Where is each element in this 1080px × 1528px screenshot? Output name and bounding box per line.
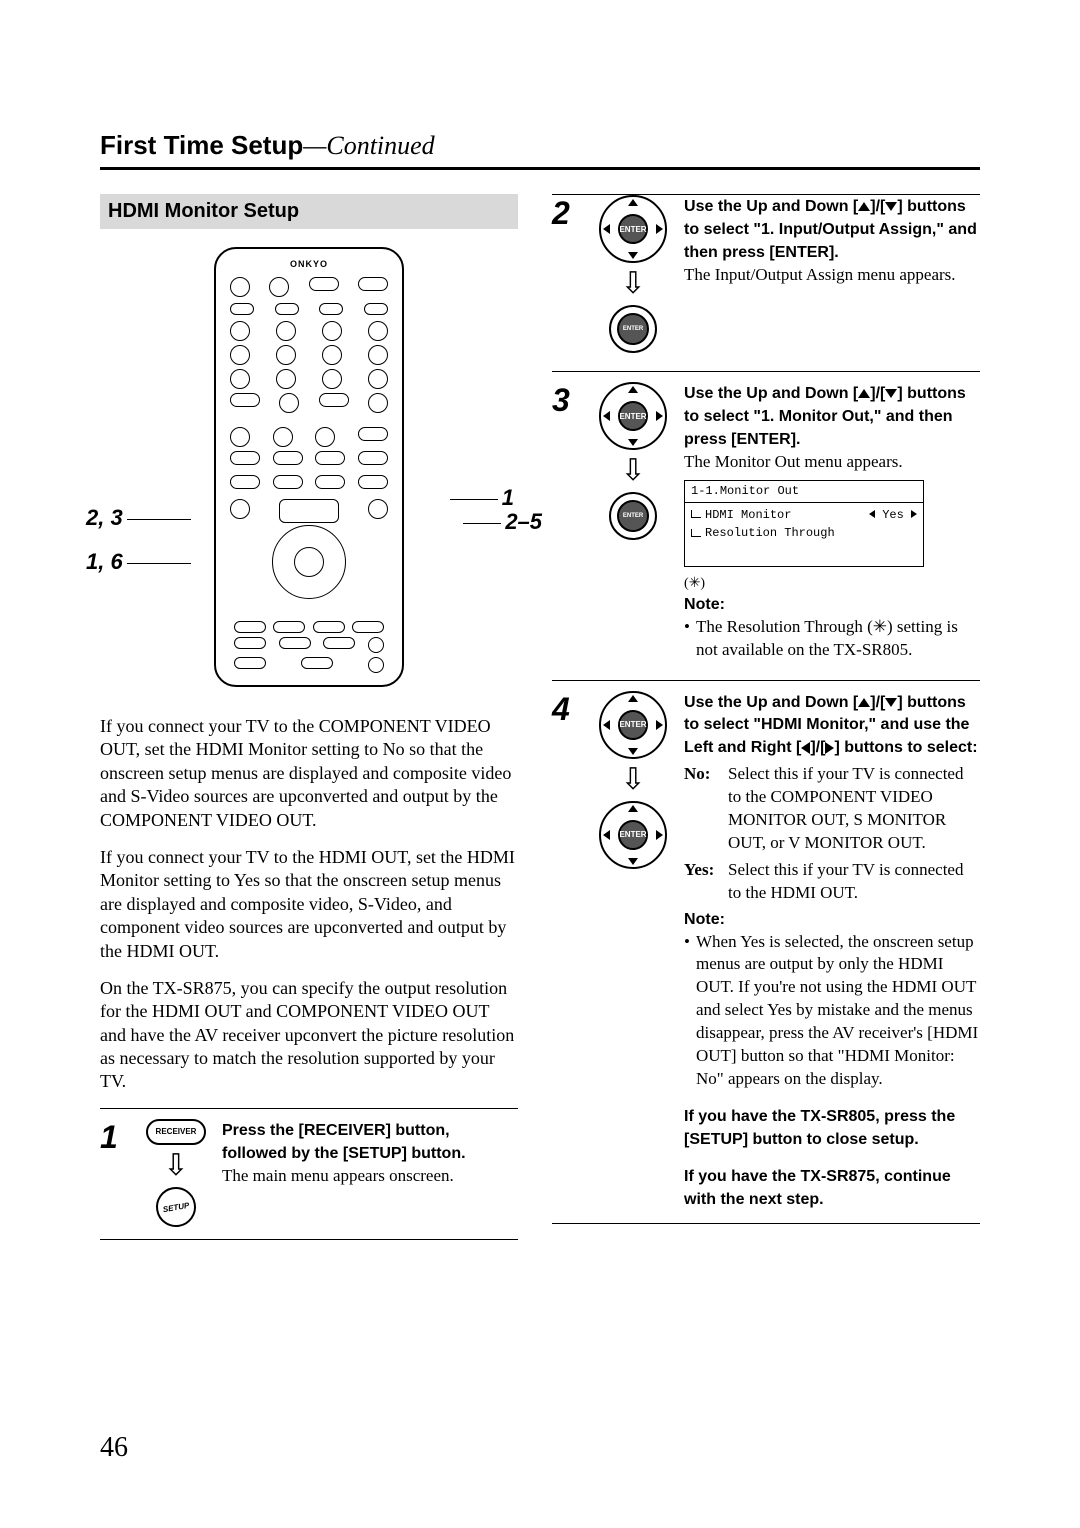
dpad-icon: ENTER — [599, 801, 667, 869]
step-1-number: 1 — [100, 1119, 130, 1227]
callout-text: 2–5 — [505, 509, 542, 534]
option-yes-text: Select this if your TV is connected to t… — [728, 859, 980, 905]
down-arrow-icon: ⇩ — [163, 1151, 188, 1181]
step-4-note-label: Note: — [684, 909, 980, 931]
step-2-text: The Input/Output Assign menu appears. — [684, 264, 980, 287]
step-1: 1 RECEIVER ⇩ SETUP Press the [RECEIVER] … — [100, 1108, 518, 1240]
step-3-note: The Resolution Through (✳) setting is no… — [684, 616, 980, 662]
section-heading: HDMI Monitor Setup — [100, 194, 518, 229]
step-1-body: Press the [RECEIVER] button, followed by… — [222, 1119, 518, 1227]
osd-title: 1-1.Monitor Out — [685, 481, 923, 503]
step-3-illustration: ENTER ⇩ — [596, 382, 670, 662]
callout-text: 1, 6 — [86, 549, 123, 574]
osd-row-hdmi: HDMI Monitor Yes — [691, 507, 917, 524]
step-4-body: Use the Up and Down []/[] buttons to sel… — [684, 691, 980, 1211]
dpad-icon: ENTER — [599, 691, 667, 759]
step-4-closing-b: If you have the TX-SR875, continue with … — [684, 1168, 951, 1208]
callout-1: 1 — [446, 485, 514, 511]
columns: HDMI Monitor Setup 2, 3 1, 6 1 2–5 ONKYO — [100, 194, 980, 1242]
down-arrow-icon: ⇩ — [620, 456, 645, 486]
step-3-text: The Monitor Out menu appears. — [684, 451, 980, 474]
setup-button-icon: SETUP — [153, 1184, 199, 1230]
step-3: 3 ENTER ⇩ Use the Up and Down []/[] butt… — [552, 371, 980, 662]
osd-row2-label: Resolution Through — [705, 525, 835, 542]
right-column: 2 ENTER ⇩ Use the Up and Down []/[] butt… — [552, 194, 980, 1242]
remote-brand: ONKYO — [216, 259, 402, 269]
callout-text: 2, 3 — [86, 505, 123, 530]
enter-label: ENTER — [618, 820, 648, 850]
page-title: First Time Setup—Continued — [100, 130, 435, 160]
osd-row1-value: Yes — [869, 507, 917, 524]
option-no-label: No: — [684, 763, 722, 855]
step-4-illustration: ENTER ⇩ ENTER — [596, 691, 670, 1211]
callout-2-3: 2, 3 — [86, 505, 195, 531]
osd-row-resolution: Resolution Through — [691, 525, 917, 542]
step-3-body: Use the Up and Down []/[] buttons to sel… — [684, 382, 980, 662]
callout-text: 1 — [502, 485, 514, 510]
down-arrow-icon: ⇩ — [620, 269, 645, 299]
option-yes-label: Yes: — [684, 859, 722, 905]
step-3-bold: Use the Up and Down []/[] buttons to sel… — [684, 385, 966, 448]
option-no: No: Select this if your TV is connected … — [684, 763, 980, 855]
option-yes: Yes: Select this if your TV is connected… — [684, 859, 980, 905]
step-2-bold: Use the Up and Down []/[] buttons to sel… — [684, 198, 977, 261]
enter-label: ENTER — [618, 401, 648, 431]
osd-monitor-out: 1-1.Monitor Out HDMI Monitor Yes Resolut… — [684, 480, 924, 567]
left-column: HDMI Monitor Setup 2, 3 1, 6 1 2–5 ONKYO — [100, 194, 518, 1242]
step-3-note-label: Note: — [684, 594, 980, 616]
step-2-body: Use the Up and Down []/[] buttons to sel… — [684, 195, 980, 353]
remote-control-icon: ONKYO — [214, 247, 404, 687]
osd-row1-label: HDMI Monitor — [705, 507, 791, 524]
left-para-1: If you connect your TV to the COMPONENT … — [100, 715, 518, 832]
step-2: 2 ENTER ⇩ Use the Up and Down []/[] butt… — [552, 194, 980, 353]
header-suffix: —Continued — [303, 131, 434, 160]
enter-button-icon — [609, 305, 657, 353]
step-4-number: 4 — [552, 691, 582, 1211]
callout-1-6: 1, 6 — [86, 549, 195, 575]
step-3-number: 3 — [552, 382, 582, 662]
enter-label: ENTER — [618, 710, 648, 740]
step-1-bold: Press the [RECEIVER] button, followed by… — [222, 1122, 466, 1162]
options-list: No: Select this if your TV is connected … — [684, 763, 980, 905]
osd-rows: HDMI Monitor Yes Resolution Through — [685, 503, 923, 567]
page-header: First Time Setup—Continued — [100, 130, 980, 170]
step-4-note: When Yes is selected, the onscreen setup… — [684, 931, 980, 1092]
dpad-icon: ENTER — [599, 382, 667, 450]
step-4-closing-a: If you have the TX-SR805, press the [SET… — [684, 1108, 955, 1148]
step-2-illustration: ENTER ⇩ — [596, 195, 670, 353]
left-para-3: On the TX-SR875, you can specify the out… — [100, 977, 518, 1094]
asterisk-marker: (✳) — [684, 575, 980, 594]
header-main: First Time Setup — [100, 130, 303, 160]
callout-2-5: 2–5 — [459, 509, 542, 535]
receiver-button-icon: RECEIVER — [146, 1119, 206, 1145]
step-4: 4 ENTER ⇩ ENTER Use the Up and Down []/[… — [552, 680, 980, 1224]
page-number: 46 — [100, 1432, 128, 1464]
step-1-illustration: RECEIVER ⇩ SETUP — [142, 1119, 210, 1227]
dpad-icon: ENTER — [599, 195, 667, 263]
option-no-text: Select this if your TV is connected to t… — [728, 763, 980, 855]
enter-label: ENTER — [618, 214, 648, 244]
down-arrow-icon: ⇩ — [620, 765, 645, 795]
step-2-number: 2 — [552, 195, 582, 353]
remote-diagram: 2, 3 1, 6 1 2–5 ONKYO — [100, 247, 518, 687]
step-4-bold: Use the Up and Down []/[] buttons to sel… — [684, 694, 978, 757]
left-para-2: If you connect your TV to the HDMI OUT, … — [100, 846, 518, 963]
enter-button-icon — [609, 492, 657, 540]
step-1-text: The main menu appears onscreen. — [222, 1165, 518, 1188]
